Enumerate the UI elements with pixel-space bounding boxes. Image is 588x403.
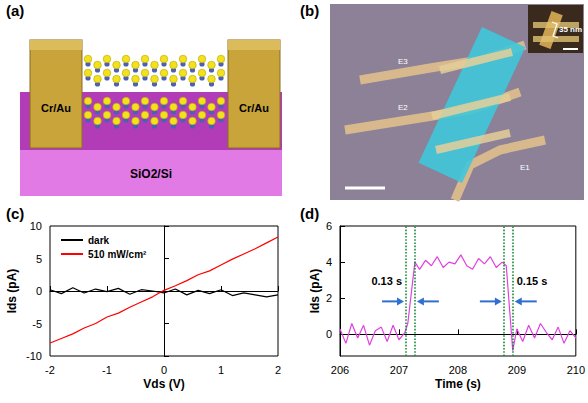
svg-text:Vds (V): Vds (V) [143,377,184,391]
svg-text:(b): (b) [300,2,319,19]
svg-text:0.15 s: 0.15 s [517,275,548,287]
svg-text:SiO2/Si: SiO2/Si [130,167,172,181]
svg-text:210: 210 [567,364,585,376]
svg-text:2: 2 [326,292,332,304]
svg-text:Cr/Au: Cr/Au [239,102,269,114]
svg-text:(c): (c) [6,205,24,222]
svg-text:10: 10 [30,220,42,232]
svg-text:(d): (d) [300,205,319,222]
svg-text:0.13 s: 0.13 s [371,275,402,287]
svg-text:510 mW/cm²: 510 mW/cm² [88,249,147,260]
svg-text:206: 206 [331,364,349,376]
svg-text:0: 0 [326,328,332,340]
svg-text:(a): (a) [6,2,24,19]
svg-text:-2: -2 [45,364,55,376]
svg-text:Ids (pA): Ids (pA) [5,269,19,314]
svg-text:208: 208 [449,364,467,376]
svg-text:209: 209 [508,364,526,376]
svg-text:207: 207 [390,364,408,376]
svg-text:Time (s): Time (s) [435,377,481,391]
svg-text:dark: dark [88,235,110,246]
svg-text:0: 0 [36,285,42,297]
svg-text:1: 1 [218,364,224,376]
svg-text:-10: -10 [26,350,42,362]
svg-text:Ids (pA): Ids (pA) [308,269,322,314]
svg-text:Cr/Au: Cr/Au [41,102,71,114]
svg-text:E1: E1 [520,163,530,172]
svg-text:0: 0 [161,364,167,376]
svg-text:E3: E3 [398,57,408,66]
svg-text:-5: -5 [32,318,42,330]
svg-text:6: 6 [326,220,332,232]
svg-text:-1: -1 [102,364,112,376]
svg-text:E2: E2 [398,103,408,112]
svg-text:4: 4 [326,256,332,268]
svg-text:5: 5 [36,253,42,265]
svg-text:35 nm: 35 nm [559,25,582,34]
svg-text:2: 2 [275,364,281,376]
